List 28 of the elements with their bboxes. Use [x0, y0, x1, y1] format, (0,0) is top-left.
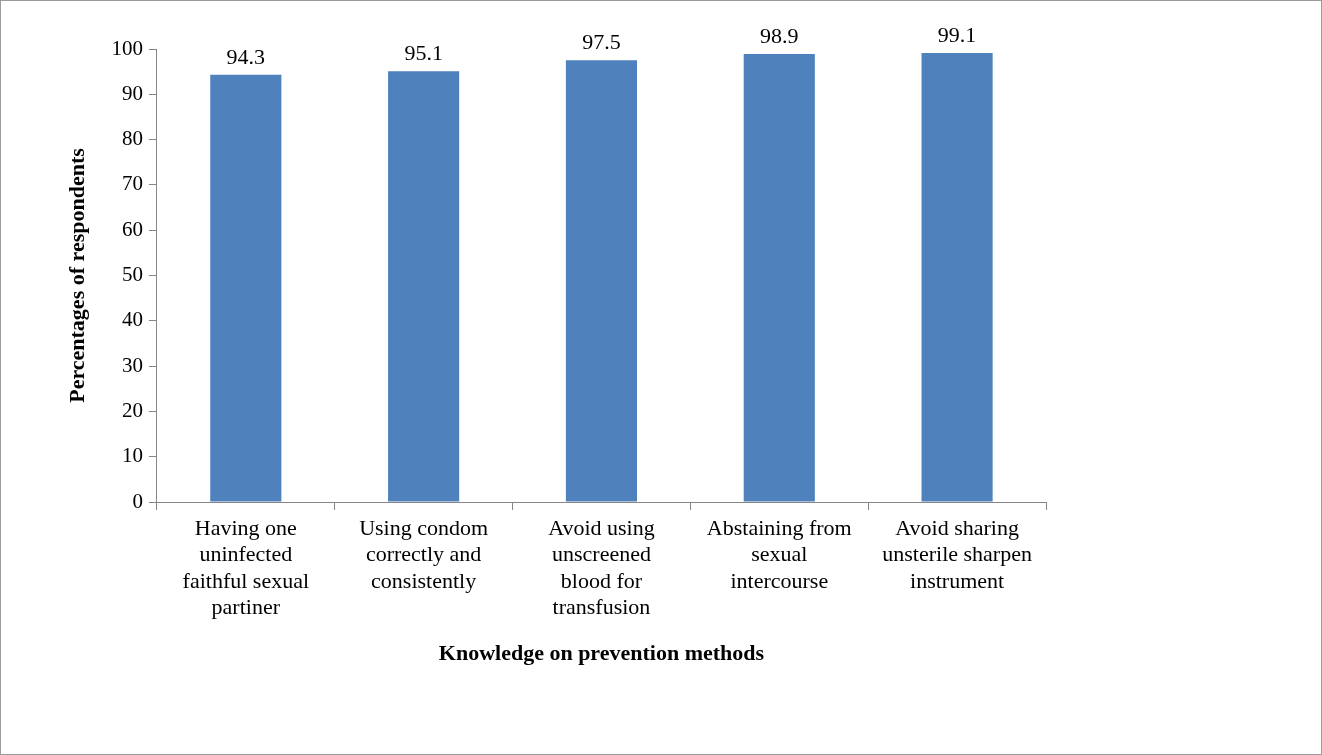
x-tick-label: Having one uninfected faithful sexual partiner [182, 514, 310, 620]
x-tick-label: Avoid using unscreened blood for transfusion [548, 514, 655, 620]
x-tick-label: Using condom correctly and consistently [359, 514, 489, 593]
y-tick-label: 30 [121, 352, 143, 377]
bar [743, 53, 815, 502]
data-label: 97.5 [582, 29, 621, 55]
y-tick-label: 50 [121, 262, 143, 287]
y-tick-label: 60 [121, 216, 143, 241]
y-tick-label: 100 [111, 35, 143, 60]
x-tick-label: Avoid sharing unsterile sharpen instrument [882, 514, 1032, 593]
y-tick-label: 0 [132, 488, 143, 513]
data-label: 98.9 [760, 22, 799, 48]
data-label: 94.3 [226, 43, 266, 69]
data-label: 95.1 [404, 39, 443, 65]
bar [565, 60, 638, 502]
x-tick-label: Abstaining from sexual intercourse [706, 514, 852, 593]
y-tick-label: 10 [121, 443, 143, 468]
bar [921, 53, 993, 502]
y-axis-title: Percentages of respondents [63, 147, 89, 403]
bar [210, 74, 282, 502]
y-tick-label: 90 [121, 80, 143, 105]
data-label: 99.1 [937, 21, 977, 47]
y-tick-label: 70 [121, 171, 143, 196]
y-tick-label: 20 [121, 397, 143, 422]
bar [388, 71, 460, 502]
y-tick-label: 80 [121, 126, 143, 151]
y-tick-label: 40 [121, 307, 143, 332]
x-axis-title: Knowledge on prevention methods [438, 640, 765, 666]
